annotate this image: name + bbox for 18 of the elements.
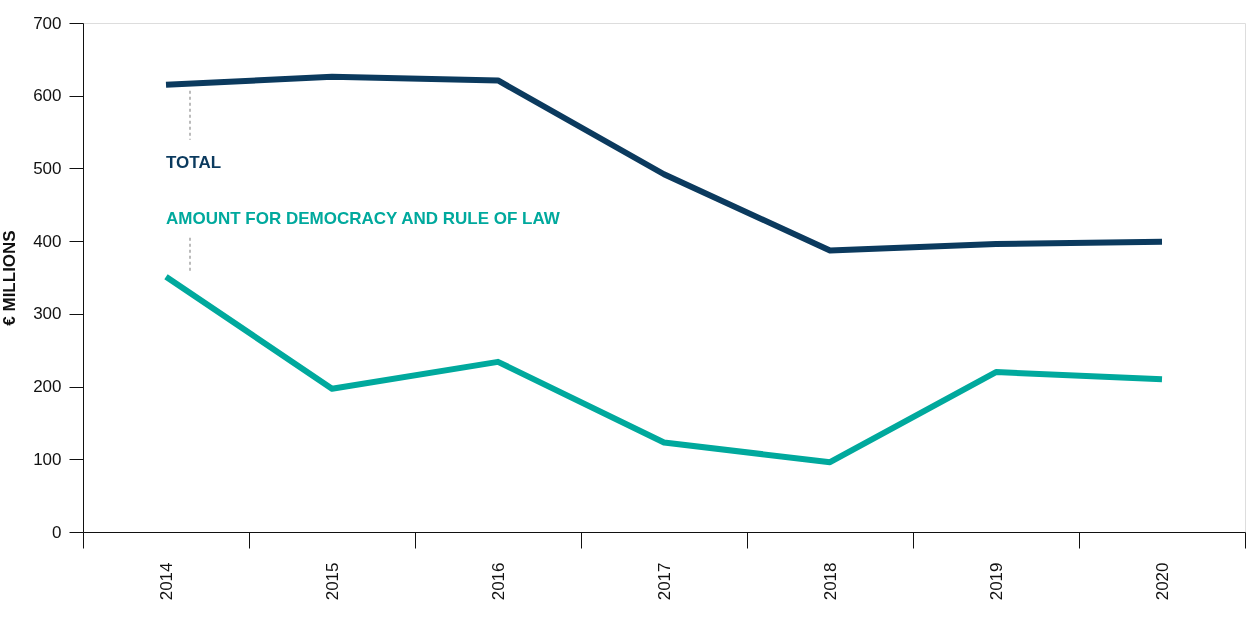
y-tick-label: 0 xyxy=(52,522,62,542)
y-tick-label: 200 xyxy=(33,377,62,397)
y-tick-label: 400 xyxy=(33,231,62,251)
x-tick-label: 2020 xyxy=(1152,562,1172,601)
y-tick-label: 300 xyxy=(33,304,62,324)
y-tick-label: 600 xyxy=(33,86,62,106)
y-axis-title: € MILLIONS xyxy=(0,230,20,326)
x-tick-label: 2018 xyxy=(820,562,840,601)
y-tick-label: 700 xyxy=(33,13,62,33)
y-tick-label: 100 xyxy=(33,449,62,469)
text: AMOUNT FOR DEMOCRACY AND RULE OF LAW xyxy=(166,208,561,228)
x-tick-label: 2014 xyxy=(156,562,176,601)
text: TOTAL xyxy=(166,152,222,172)
x-tick-label: 2017 xyxy=(654,562,674,601)
y-tick-label: 500 xyxy=(33,158,62,178)
x-tick-label: 2019 xyxy=(986,562,1006,601)
x-tick-label: 2015 xyxy=(322,562,342,601)
x-tick-label: 2016 xyxy=(488,562,508,601)
